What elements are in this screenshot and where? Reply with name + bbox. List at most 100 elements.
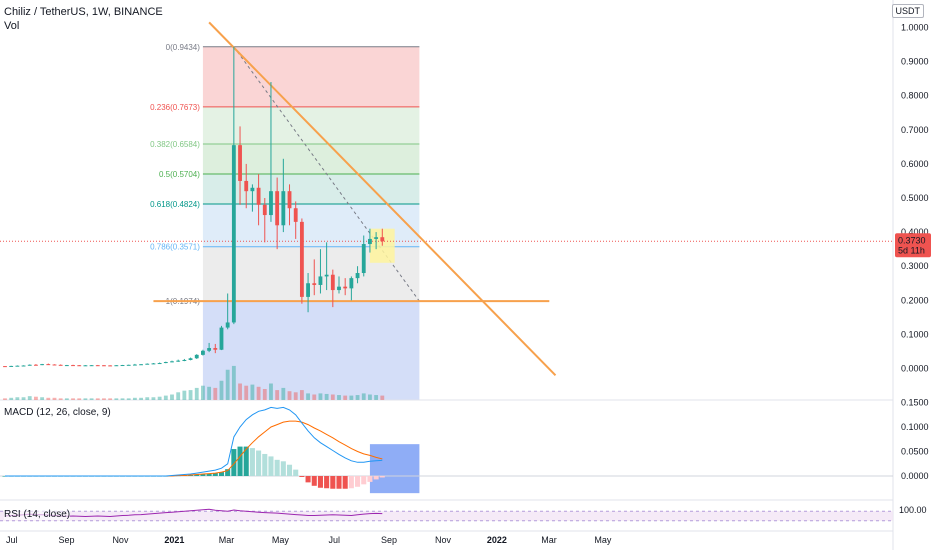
volume-bar: [9, 397, 14, 400]
volume-bar: [306, 393, 310, 400]
fib-level-label: 0.236(0.7673): [150, 103, 200, 112]
volume-bar: [34, 396, 38, 400]
macd-histogram-bar: [194, 474, 200, 476]
macd-histogram-bar: [280, 461, 286, 476]
candle-body: [3, 366, 7, 368]
rsi-axis-tick: 100.00: [899, 505, 927, 515]
volume-bar: [231, 365, 236, 400]
candle-body: [262, 204, 267, 216]
volume-bar: [225, 369, 230, 400]
candle-body: [58, 364, 63, 366]
macd-histogram-bar: [188, 475, 194, 476]
macd-axis-tick: 0.0500: [901, 447, 929, 457]
volume-bar: [343, 395, 348, 400]
price-axis-tick: 0.4000: [901, 227, 929, 237]
volume-bar: [330, 394, 335, 400]
candle-body: [231, 145, 236, 323]
time-axis-tick: Nov: [435, 535, 452, 545]
macd-histogram-bar: [348, 476, 354, 489]
volume-bar: [281, 387, 286, 400]
volume-bar: [71, 398, 75, 400]
macd-histogram-bar: [305, 476, 311, 483]
macd-axis-tick: 0.1000: [901, 422, 929, 432]
macd-axis-tick: 0.1500: [901, 398, 929, 408]
volume-bar: [27, 396, 32, 400]
volume-bar: [368, 394, 372, 400]
candle-body: [95, 365, 100, 367]
candle-body: [40, 364, 45, 366]
volume-bar: [213, 387, 218, 400]
volume-bar: [83, 398, 88, 400]
volume-bar: [120, 398, 125, 400]
price-axis-tick: 0.3000: [901, 261, 929, 271]
price-axis-tick: 0.7000: [901, 125, 929, 135]
rsi-band: [0, 511, 893, 521]
volume-bar: [262, 389, 267, 400]
volume-bar: [238, 383, 242, 400]
macd-histogram-bar: [286, 464, 293, 476]
macd-histogram-bar: [225, 469, 231, 476]
candle-body: [132, 364, 137, 366]
candle-body: [256, 187, 261, 205]
volume-bar: [157, 396, 162, 400]
volume-bar: [380, 395, 385, 400]
candle-body: [102, 365, 106, 367]
macd-label[interactable]: MACD (12, 26, close, 9): [4, 407, 111, 418]
candle-body: [145, 363, 150, 365]
volume-bar: [275, 390, 280, 400]
macd-histogram-bar: [311, 476, 317, 486]
candle-body: [188, 358, 193, 360]
volume-bar: [349, 395, 354, 400]
price-badge: [895, 233, 931, 258]
price-axis-tick: 0.1000: [901, 329, 929, 339]
macd-histogram-bar: [256, 450, 262, 476]
candle-body: [306, 283, 310, 297]
candle-body: [114, 365, 119, 367]
candle-body: [71, 365, 75, 367]
candle-body: [157, 363, 162, 365]
candle-body: [219, 327, 224, 350]
candle-body: [15, 365, 20, 367]
volume-bar: [126, 398, 131, 400]
fib-level-label: 0.5(0.5704): [159, 170, 200, 179]
volume-bar: [244, 385, 249, 400]
candle-body: [343, 286, 348, 289]
candle-body: [64, 365, 69, 367]
price-axis-tick: 1.0000: [901, 23, 929, 33]
macd-histogram-bar: [342, 476, 348, 489]
rsi-label[interactable]: RSI (14, close): [4, 509, 71, 520]
macd-histogram-bar: [249, 448, 255, 476]
candle-body: [361, 244, 366, 274]
candle-body: [151, 363, 156, 365]
currency-selector[interactable]: USDT: [891, 4, 924, 18]
candle-body: [163, 362, 168, 364]
candle-body: [27, 364, 32, 366]
fib-trend-line: [233, 46, 420, 302]
price-axis-tick: 0.2000: [901, 295, 929, 305]
volume-bar: [374, 395, 379, 400]
candle-body: [318, 276, 323, 285]
candle-body: [349, 278, 354, 289]
candle-body: [281, 191, 286, 226]
fib-zone: [202, 46, 420, 107]
candle-body: [374, 237, 379, 239]
volume-label: Vol: [4, 20, 20, 32]
candle-body: [368, 238, 372, 245]
macd-histogram-bar: [200, 474, 206, 476]
candle-body: [77, 365, 82, 367]
macd-histogram-bar: [373, 476, 379, 480]
volume-bar: [188, 390, 193, 400]
candle-body: [207, 348, 212, 351]
time-axis-tick: Sep: [59, 535, 75, 545]
volume-bar: [114, 398, 119, 400]
candle-body: [225, 322, 230, 328]
volume-bar: [194, 387, 199, 400]
volume-bar: [337, 395, 341, 400]
volume-bar: [176, 392, 181, 400]
candle-body: [213, 348, 218, 350]
macd-histogram-bar: [274, 459, 280, 476]
macd-histogram-bar: [317, 476, 323, 488]
volume-bar: [163, 395, 168, 400]
volume-bar: [250, 384, 255, 400]
